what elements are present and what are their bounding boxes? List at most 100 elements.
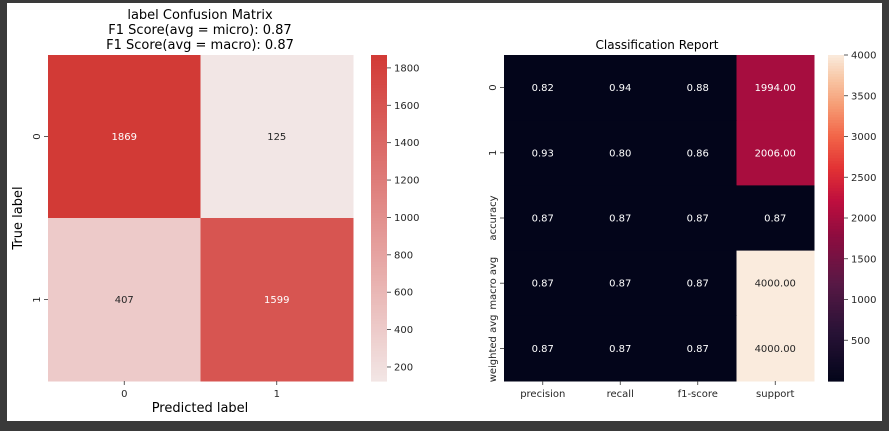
colorbar-segment — [828, 342, 844, 347]
heatmap-cell — [736, 55, 815, 121]
heatmap-cell — [736, 185, 815, 252]
colorbar-segment — [371, 296, 387, 301]
colorbar-segment — [828, 87, 844, 91]
colorbar-segment — [828, 209, 844, 214]
colorbar-segment — [371, 55, 387, 59]
heatmap-cell — [736, 120, 815, 186]
colorbar-segment — [828, 313, 844, 317]
colorbar-segment — [828, 141, 844, 146]
chart-title-line: F1 Score(avg = micro): 0.87 — [108, 23, 291, 38]
colorbar-segment — [828, 239, 844, 244]
colorbar-segment — [371, 144, 387, 148]
colorbar-segment — [371, 71, 387, 75]
colorbar-segment — [828, 215, 844, 219]
colorbar-segment — [828, 291, 844, 295]
colorbar-segment — [371, 348, 387, 352]
colorbar-segment — [828, 228, 844, 233]
colorbar-segment — [828, 93, 844, 97]
colorbar-segment — [828, 193, 844, 197]
colorbar-segment — [828, 356, 844, 360]
colorbar-segment — [371, 372, 387, 377]
colorbar-segment — [371, 93, 387, 97]
colorbar-segment — [828, 223, 844, 227]
cell-value-label: 0.87 — [532, 344, 554, 355]
x-axis-label: Predicted label — [152, 401, 249, 416]
colorbar-segment — [828, 163, 844, 167]
colorbar-segment — [371, 321, 387, 325]
colorbar-segment — [371, 245, 387, 249]
colorbar-segment — [828, 294, 844, 298]
colorbar-segment — [828, 198, 844, 203]
colorbar-segment — [371, 351, 387, 355]
colorbar-segment — [828, 179, 844, 184]
colorbar-segment — [828, 84, 844, 89]
cell-value-label: 0.87 — [609, 344, 631, 355]
colorbar-segment — [828, 277, 844, 282]
colorbar-segment — [371, 106, 387, 110]
colorbar-segment — [371, 207, 387, 211]
colorbar-segment — [828, 177, 844, 181]
colorbar-tick-label: 400 — [394, 325, 413, 336]
colorbar-segment — [828, 120, 844, 124]
colorbar-segment — [371, 190, 387, 195]
colorbar-segment — [828, 185, 844, 189]
y-tick-label: weighted avg — [488, 315, 499, 383]
heatmap-cell — [581, 250, 660, 317]
colorbar-tick-label: 1000 — [394, 213, 419, 224]
colorbar-segment — [828, 272, 844, 276]
colorbar-segment — [371, 109, 387, 113]
colorbar-segment — [828, 160, 844, 165]
colorbar-segment — [371, 84, 387, 89]
heatmap-cell — [736, 250, 815, 317]
colorbar-segment — [371, 57, 387, 62]
colorbar-segment — [371, 98, 387, 102]
colorbar-segment — [828, 207, 844, 211]
colorbar-segment — [371, 299, 387, 303]
x-tick-label: recall — [607, 389, 634, 400]
colorbar-segment — [828, 266, 844, 271]
colorbar-segment — [828, 90, 844, 94]
colorbar-segment — [371, 131, 387, 135]
colorbar-segment — [371, 82, 387, 86]
chart-title-line: F1 Score(avg = macro): 0.87 — [106, 38, 294, 53]
colorbar-segment — [828, 139, 844, 143]
colorbar-segment — [828, 242, 844, 246]
colorbar-segment — [828, 285, 844, 290]
colorbar-segment — [371, 269, 387, 273]
colorbar-segment — [371, 122, 387, 127]
colorbar-segment — [371, 313, 387, 317]
colorbar-segment — [828, 68, 844, 72]
colorbar-segment — [371, 193, 387, 197]
colorbar-segment — [371, 155, 387, 159]
colorbar-tick-label: 1600 — [394, 101, 419, 112]
colorbar-segment — [371, 136, 387, 140]
x-tick-label: 1 — [274, 389, 280, 400]
colorbar-segment — [371, 101, 387, 105]
colorbar-segment — [371, 239, 387, 244]
cell-value-label: 0.87 — [687, 214, 709, 225]
colorbar-segment — [828, 299, 844, 303]
colorbar-segment — [371, 302, 387, 306]
colorbar-segment — [371, 139, 387, 143]
colorbar-segment — [371, 315, 387, 320]
colorbar-segment — [371, 74, 387, 78]
colorbar-segment — [828, 288, 844, 292]
x-tick-label: support — [756, 389, 794, 400]
colorbar-segment — [828, 79, 844, 83]
heatmap-cell — [659, 185, 737, 252]
colorbar-tick-label: 600 — [394, 288, 413, 299]
colorbar-segment — [828, 95, 844, 100]
cell-value-label: 0.87 — [532, 214, 554, 225]
colorbar-segment — [371, 65, 387, 70]
colorbar-segment — [828, 201, 844, 206]
colorbar-segment — [371, 68, 387, 72]
colorbar-segment — [371, 361, 387, 366]
figure: 1869 125 407 1599 0 1 0 1 200 400 600 800 1000 1200 14… — [7, 3, 882, 421]
x-tick-label: 0 — [121, 389, 127, 400]
colorbar-segment — [371, 261, 387, 265]
heatmap-cell — [581, 315, 660, 382]
colorbar-segment — [371, 277, 387, 282]
classification-report-chart: 0.82 0.94 0.88 1994.00 0.93 0.80 0.86 2006.00 0.… — [488, 38, 876, 400]
colorbar-segment — [371, 288, 387, 292]
